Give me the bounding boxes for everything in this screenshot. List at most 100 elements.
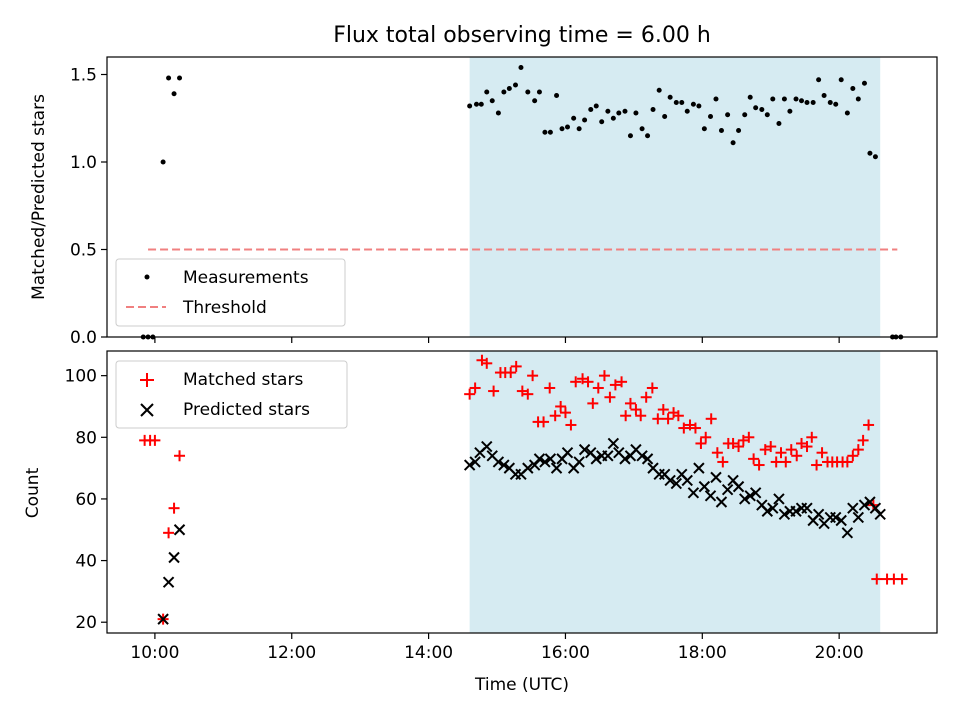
predicted-star-point [749, 487, 762, 499]
y-tick-label: 1.5 [70, 66, 97, 86]
matched-star-point [657, 404, 669, 416]
matched-star-point [522, 388, 534, 400]
measurement-point [599, 119, 605, 125]
matched-star-point [624, 397, 636, 409]
measurement-point [525, 89, 531, 95]
measurement-point [554, 93, 560, 98]
predicted-star-point [522, 462, 534, 474]
predicted-star-point [874, 508, 886, 521]
measurement-point [793, 96, 799, 102]
measurement-point [627, 133, 633, 139]
x-tick-label: 18:00 [678, 643, 727, 663]
measurement-point [593, 103, 599, 109]
measurement-point [160, 159, 166, 165]
matched-star-point [753, 459, 765, 471]
predicted-star-point [550, 462, 563, 474]
predicted-star-point [498, 459, 510, 471]
predicted-star-point [687, 487, 700, 499]
matched-star-point [733, 441, 745, 453]
top-panel: 0.0 0.5 1.0 1.5 Matched/Predicted stars Mea… [29, 56, 938, 348]
measurement-point [610, 115, 616, 121]
matched-star-point [816, 447, 828, 459]
measurement-point [506, 86, 512, 91]
measurement-point [850, 86, 856, 91]
bottom-legend-box [115, 360, 348, 429]
legend-measurements-marker [144, 274, 150, 280]
top-legend: Measurements Threshold [115, 258, 346, 327]
measurement-point [495, 110, 501, 116]
matched-star-point [582, 376, 594, 388]
predicted-star-point [710, 471, 722, 484]
measurement-point [679, 100, 685, 105]
matched-star-point [488, 385, 500, 397]
matched-star-point [847, 450, 859, 462]
matched-star-point [896, 573, 908, 585]
measurement-point [816, 77, 822, 83]
predicted-star-point [767, 502, 779, 514]
measurement-point [701, 126, 707, 132]
matched-star-point [168, 502, 180, 514]
measurement-point [501, 89, 507, 95]
measurement-point [838, 77, 844, 83]
matched-star-point [174, 450, 186, 462]
matched-star-point [662, 413, 674, 425]
predicted-star-point [693, 462, 705, 474]
measurement-point [867, 150, 873, 156]
measurement-point [571, 115, 577, 121]
measurement-point [799, 98, 805, 104]
matched-star-point [464, 388, 476, 400]
matched-star-point [469, 382, 481, 394]
predicted-star-point [744, 490, 756, 502]
matched-star-point [689, 422, 701, 434]
matched-star-point [765, 441, 777, 453]
measurement-point [872, 154, 878, 160]
matched-star-point [717, 456, 729, 468]
bottom-panel-frame [106, 350, 938, 634]
measurement-point [484, 89, 490, 95]
predicted-star-point [761, 505, 774, 517]
predicted-star-point [602, 450, 614, 462]
predicted-star-point [721, 483, 734, 496]
matched-star-point [510, 360, 522, 372]
matched-star-point [678, 422, 690, 434]
predicted-star-point [590, 453, 602, 465]
measurement-point [645, 133, 651, 139]
predicted-star-point [841, 527, 854, 539]
matched-star-point [544, 382, 556, 394]
matched-star-point [695, 437, 707, 449]
legend-matched-label: Matched stars [183, 370, 303, 390]
measurement-point [576, 126, 582, 132]
matched-star-point [149, 434, 161, 446]
matched-star-point [857, 434, 869, 446]
matched-star-point [672, 410, 684, 422]
measurement-point [478, 101, 484, 107]
y-tick-label: 20 [75, 613, 97, 633]
matched-star-point [635, 410, 647, 422]
matched-star-point [852, 444, 864, 456]
predicted-star-point [469, 456, 481, 468]
top-y-axis-label: Matched/Predicted stars [29, 94, 49, 300]
predicted-star-point [715, 496, 728, 508]
y-tick-label: 80 [75, 428, 97, 448]
matched-star-point [743, 431, 755, 443]
predicted-star-point [790, 505, 802, 517]
legend-matched-marker [140, 373, 154, 387]
predicted-star-point [162, 576, 175, 588]
measurement-point [742, 112, 748, 118]
observing-span-top [469, 57, 881, 337]
matched-star-point [630, 404, 642, 416]
chart-title: Flux total observing time = 6.00 h [333, 23, 711, 48]
y-tick-label: 60 [75, 490, 97, 510]
measurement-point [512, 82, 518, 88]
x-tick-label: 12:00 [267, 643, 316, 663]
measurement-point [833, 101, 839, 107]
x-tick-label: 16:00 [541, 643, 590, 663]
measurement-point [673, 100, 679, 105]
measurement-point [662, 114, 668, 119]
matched-star-point [538, 416, 550, 428]
predicted-star-point [732, 480, 745, 493]
measurement-point [639, 126, 645, 132]
measurement-point [547, 129, 553, 135]
predicted-star-point [847, 502, 859, 514]
